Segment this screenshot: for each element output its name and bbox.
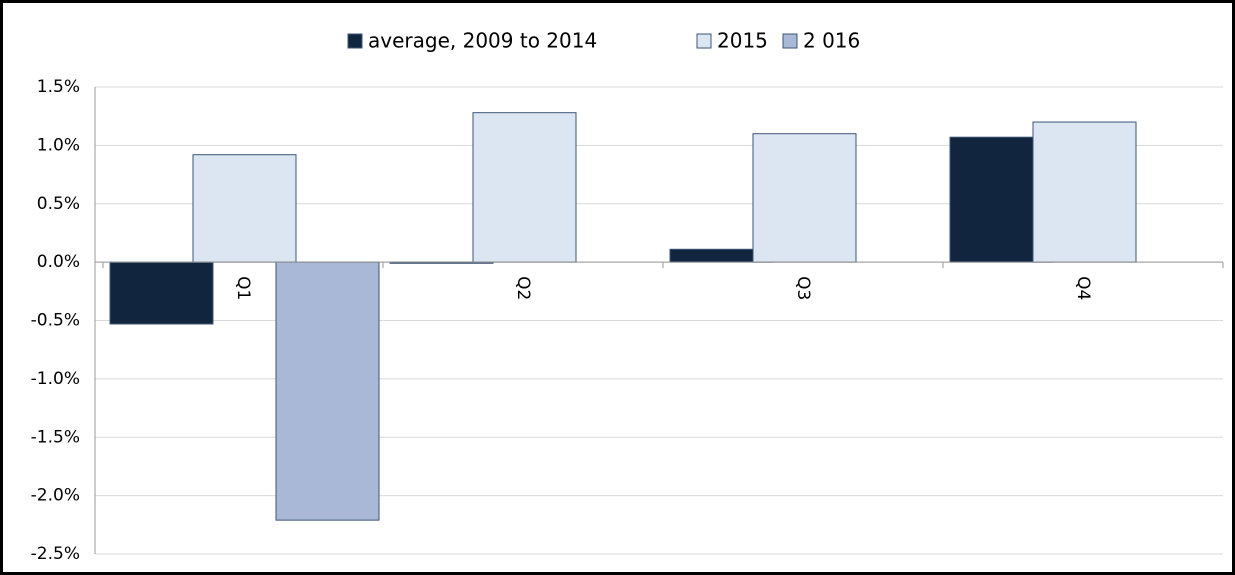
bar: [109, 261, 214, 325]
x-tick-label: Q4: [1073, 276, 1093, 300]
bar: [192, 154, 297, 263]
legend-marker: [347, 33, 363, 49]
y-tick-label: -1.5%: [31, 427, 80, 447]
bar: [275, 261, 380, 521]
y-tick-label: 1.0%: [37, 135, 80, 155]
bar: [752, 133, 857, 263]
x-tick-label: Q2: [513, 276, 533, 300]
legend-marker: [782, 33, 798, 49]
y-tick-label: -2.0%: [31, 486, 80, 506]
y-tick-label: 1.5%: [37, 77, 80, 97]
x-tick-label: Q1: [233, 276, 253, 300]
legend-label: average, 2009 to 2014: [368, 29, 597, 53]
y-tick-label: -0.5%: [31, 311, 80, 331]
legend-label: 2 016: [803, 29, 860, 53]
bar: [1032, 121, 1137, 263]
legend-marker: [696, 33, 712, 49]
y-tick-label: 0.0%: [37, 252, 80, 272]
x-tick-label: Q3: [793, 276, 813, 300]
y-tick-label: -2.5%: [31, 544, 80, 564]
y-tick-label: 0.5%: [37, 194, 80, 214]
bar: [472, 112, 577, 263]
y-tick-label: -1.0%: [31, 369, 80, 389]
legend-label: 2015: [717, 29, 768, 53]
